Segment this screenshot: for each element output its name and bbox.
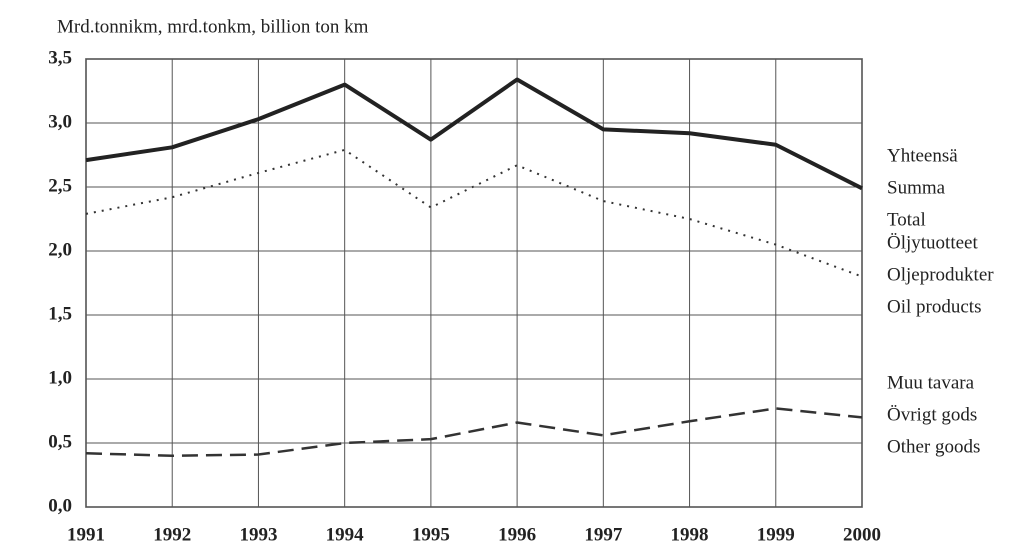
legend-label: Öljytuotteet [887, 232, 978, 253]
legend-label: Yhteensä [887, 145, 958, 166]
legend-label: Oljeprodukter [887, 264, 994, 285]
y-tick-label: 3,0 [48, 111, 72, 132]
y-tick-label: 1,5 [48, 303, 72, 324]
series-line [85, 77, 863, 191]
legend-label: Muu tavara [887, 372, 975, 393]
legend-label: Oil products [887, 296, 981, 317]
y-tick-label: 2,0 [48, 239, 72, 260]
legend-label: Other goods [887, 436, 980, 457]
legend-label: Total [887, 209, 926, 230]
legend-label: Övrigt gods [887, 404, 977, 425]
legend-label: Summa [887, 177, 946, 198]
y-axis-label: Mrd.tonnikm, mrd.tonkm, billion ton km [57, 16, 369, 37]
x-tick-label: 1995 [412, 524, 450, 545]
x-tick-label: 2000 [843, 524, 881, 545]
x-tick-label: 1992 [153, 524, 191, 545]
y-tick-label: 0,5 [48, 431, 72, 452]
y-tick-label: 1,0 [48, 367, 72, 388]
x-tick-label: 1991 [67, 524, 105, 545]
y-tick-label: 0,0 [48, 495, 72, 516]
x-tick-label: 1997 [584, 524, 623, 545]
x-tick-label: 1993 [239, 524, 277, 545]
x-tick-label: 1998 [671, 524, 709, 545]
y-tick-label: 2,5 [48, 175, 72, 196]
series-line [85, 148, 863, 278]
series-line [85, 407, 863, 458]
x-tick-label: 1999 [757, 524, 795, 545]
plot-frame [85, 58, 863, 508]
y-tick-label: 3,5 [48, 47, 72, 68]
x-tick-label: 1994 [326, 524, 365, 545]
x-tick-label: 1996 [498, 524, 536, 545]
